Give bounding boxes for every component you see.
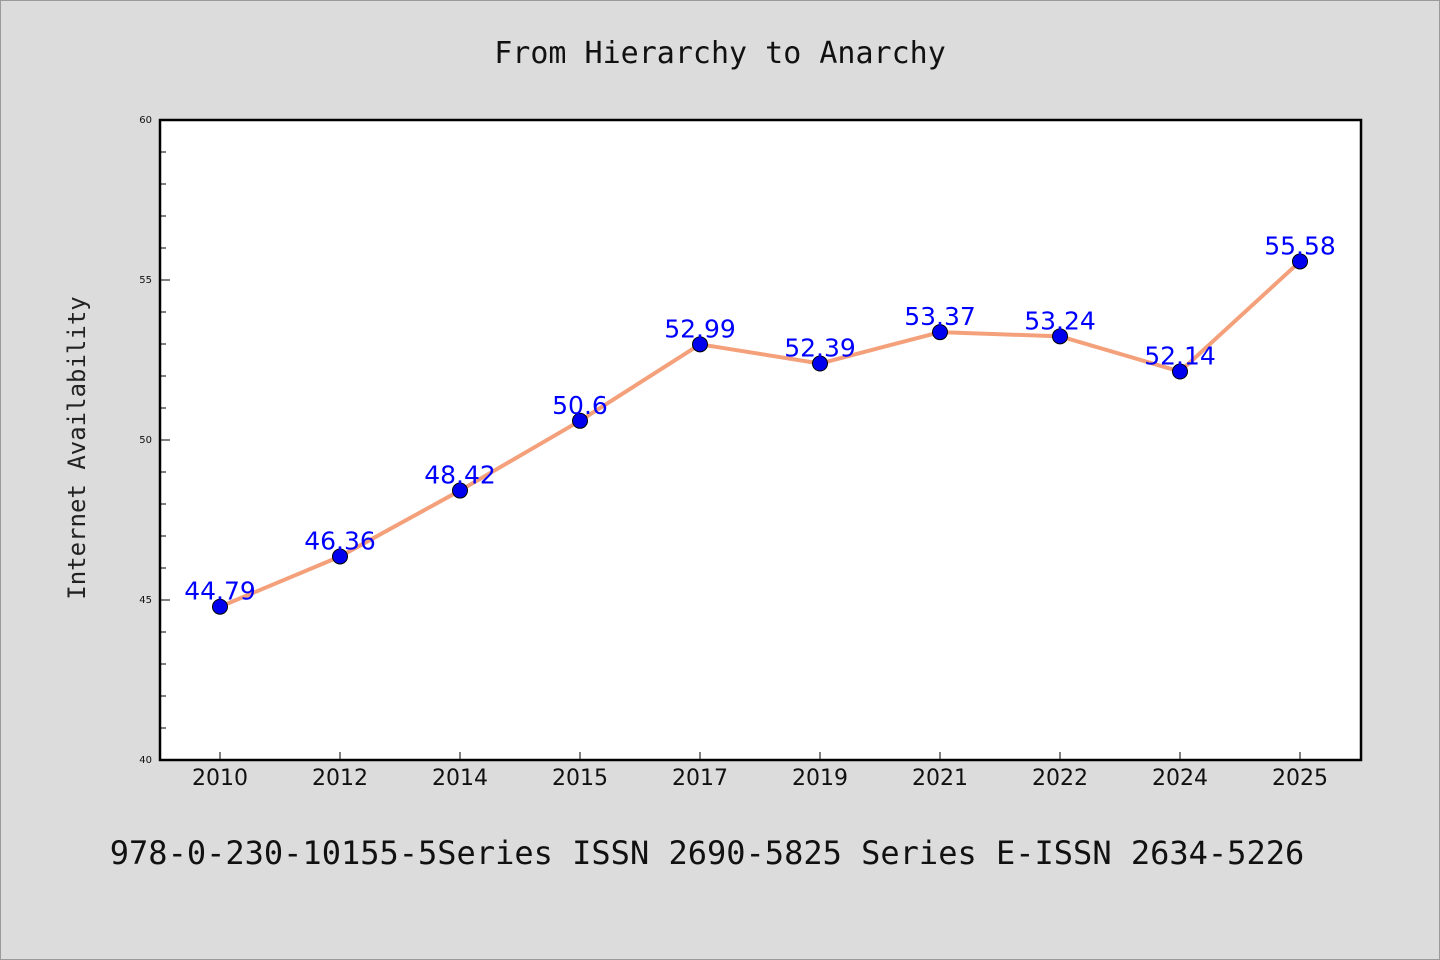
- data-point: [332, 548, 348, 565]
- data-point: [452, 482, 468, 499]
- plot-area: [158, 118, 1363, 762]
- y-axis-label: Internet Availability: [63, 296, 91, 599]
- data-point: [572, 412, 588, 429]
- data-label: 50.6: [552, 391, 608, 420]
- data-point: [812, 355, 828, 372]
- data-label: 48.42: [424, 461, 496, 490]
- data-label: 52.14: [1144, 342, 1216, 371]
- x-tick-label: 2010: [192, 766, 248, 791]
- data-label: 53.37: [904, 302, 976, 331]
- y-tick-label: 40: [139, 755, 152, 766]
- data-point: [692, 336, 708, 353]
- footer-isbn-issn: 978-0-230-10155-5Series ISSN 2690-5825 S…: [110, 834, 1304, 872]
- x-tick-label: 2025: [1272, 766, 1328, 791]
- data-label: 46.36: [304, 526, 376, 555]
- data-label: 44.79: [184, 577, 256, 606]
- y-tick-label: 45: [139, 595, 152, 606]
- data-labels-layer: 44.79 46.36 48.42 50.6 52.99 52.39 53.37 53.24 5…: [184, 231, 1336, 605]
- chart-title: From Hierarchy to Anarchy: [494, 36, 946, 71]
- x-tick-label: 2019: [792, 766, 848, 791]
- data-label: 53.24: [1024, 306, 1096, 335]
- y-tick-label: 55: [139, 275, 152, 286]
- data-point: [1172, 363, 1188, 380]
- x-tick-label: 2015: [552, 766, 608, 791]
- series-layer: [212, 253, 1308, 615]
- data-label: 52.99: [664, 314, 736, 343]
- data-point: [212, 598, 228, 615]
- x-tick-label: 2012: [312, 766, 368, 791]
- series-line: [218, 259, 1302, 609]
- data-point: [1292, 253, 1308, 270]
- x-tick-label: 2017: [672, 766, 728, 791]
- data-point: [1052, 328, 1068, 345]
- x-tick-label: 2022: [1032, 766, 1088, 791]
- x-tick-label: 2014: [432, 766, 488, 791]
- y-tick-label: 50: [139, 435, 152, 446]
- y-tick-label: 60: [139, 115, 152, 126]
- x-axis-ticks: 2010 2012 2014 2015 2017 2019 2021 2022 2024 2025: [192, 752, 1328, 791]
- x-tick-label: 2021: [912, 766, 968, 791]
- data-label: 52.39: [784, 334, 856, 363]
- data-point: [932, 324, 948, 341]
- data-label: 55.58: [1264, 231, 1336, 260]
- y-axis-ticks: 40 45 50 55 60: [139, 115, 170, 766]
- x-tick-label: 2024: [1152, 766, 1208, 791]
